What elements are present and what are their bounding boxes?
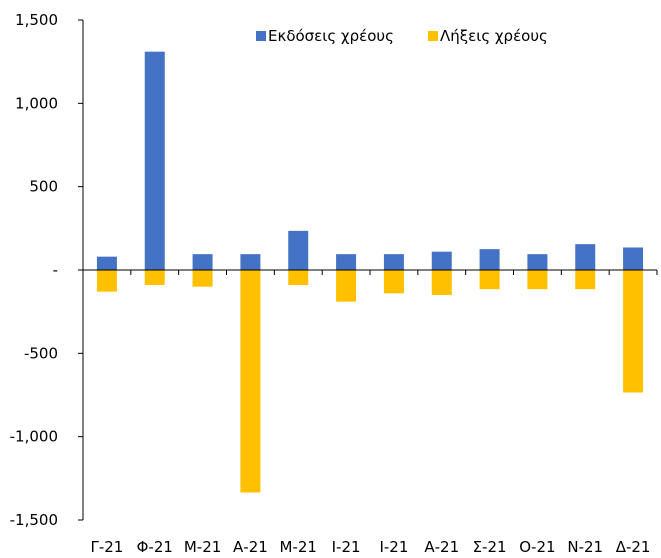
x-tick-labels: Γ-21 Φ-21 Μ-21 Α-21 Μ-21 Ι-21 Ι-21 Α-21 Σ-21 Ο-21… <box>90 538 650 556</box>
x-tick-label: Μ-21 <box>184 538 221 556</box>
issuance-bar <box>431 251 452 270</box>
x-tick-label: Σ-21 <box>473 538 507 556</box>
x-tick-label: Φ-21 <box>137 538 173 556</box>
x-tick-label: Ι-21 <box>379 538 408 556</box>
x-tick-label: Ο-21 <box>519 538 555 556</box>
maturity-bar <box>527 270 548 290</box>
maturity-bar <box>192 270 213 287</box>
y-axis <box>78 19 84 521</box>
maturity-bar <box>383 270 404 294</box>
x-tick-label: Δ-21 <box>616 538 651 556</box>
x-tick-label: Ι-21 <box>332 538 361 556</box>
maturity-bar <box>431 270 452 295</box>
x-tick-label: Α-21 <box>424 538 459 556</box>
y-tick-label: - <box>53 261 58 279</box>
issuance-bar <box>479 249 500 270</box>
bars <box>96 51 644 493</box>
legend: Εκδόσεις χρέους Λήξεις χρέους <box>256 27 548 45</box>
y-tick-label: 1,500 <box>15 11 58 29</box>
maturity-bar <box>240 270 261 493</box>
maturity-bar <box>144 270 165 285</box>
issuance-bar <box>527 254 548 270</box>
maturity-bar <box>336 270 357 302</box>
y-tick-label: 500 <box>29 178 58 196</box>
legend-swatch <box>256 31 266 41</box>
maturity-bar <box>479 270 500 290</box>
maturity-bar <box>575 270 596 290</box>
maturity-bar <box>623 270 644 393</box>
issuance-bar <box>240 254 261 270</box>
issuance-bar <box>383 254 404 270</box>
legend-label: Εκδόσεις χρέους <box>268 27 394 45</box>
issuance-bar <box>288 230 309 270</box>
x-axis <box>82 269 658 275</box>
y-tick-label: -1,500 <box>10 511 58 529</box>
maturity-bar <box>288 270 309 285</box>
x-tick-label: Ν-21 <box>567 538 603 556</box>
x-tick-label: Μ-21 <box>280 538 317 556</box>
x-tick-label: Α-21 <box>233 538 268 556</box>
maturity-bar <box>96 270 117 292</box>
issuance-bar <box>575 244 596 270</box>
issuance-bar <box>336 254 357 270</box>
y-tick-label: 1,000 <box>15 94 58 112</box>
issuance-bar <box>144 51 165 270</box>
legend-swatch <box>428 31 438 41</box>
x-tick-label: Γ-21 <box>90 538 123 556</box>
y-tick-labels: 1,500 1,000 500 - -500 -1,000 -1,500 <box>10 11 58 529</box>
y-tick-label: -500 <box>24 344 58 362</box>
y-tick-label: -1,000 <box>10 428 58 446</box>
issuance-bar <box>623 247 644 270</box>
issuance-bar <box>96 256 117 270</box>
legend-label: Λήξεις χρέους <box>440 27 548 45</box>
issuance-bar <box>192 254 213 270</box>
